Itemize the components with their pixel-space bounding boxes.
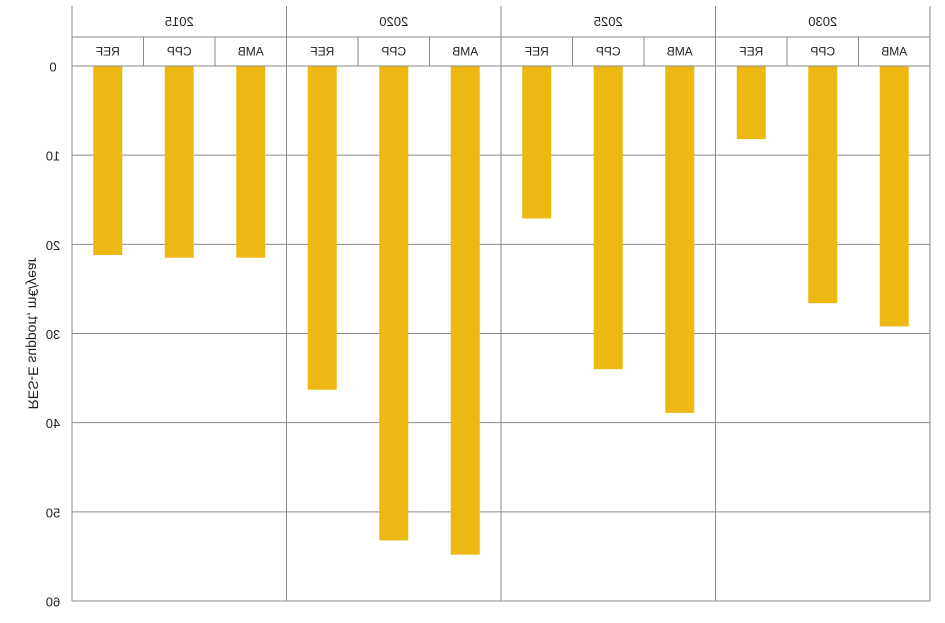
category-label: CPP xyxy=(167,45,192,59)
category-label-wrap: CPP xyxy=(596,45,621,59)
category-label: REF xyxy=(739,45,763,59)
bar-2025-REF xyxy=(522,66,552,219)
category-label-wrap: CPP xyxy=(167,45,192,59)
y-tick-label: 50 xyxy=(46,505,60,520)
y-tick-label-wrap: 40 xyxy=(46,416,60,431)
y-axis-label-wrap: RES-E support, m€/year xyxy=(25,257,41,409)
category-label: REF xyxy=(525,45,549,59)
category-label-wrap: REF xyxy=(739,45,763,59)
group-label-2015-wrap: 2015 xyxy=(165,14,194,29)
category-label-wrap: REF xyxy=(525,45,549,59)
bar-2020-AMB xyxy=(450,66,480,555)
category-label-wrap: CPP xyxy=(810,45,835,59)
bar-2030-REF xyxy=(736,66,766,140)
y-tick-label: 40 xyxy=(46,416,60,431)
category-label: REF xyxy=(96,45,120,59)
bar-2030-AMB xyxy=(879,66,909,327)
category-label-wrap: AMB xyxy=(667,45,693,59)
bar-2025-CPP xyxy=(593,66,623,370)
y-axis-label: RES-E support, m€/year xyxy=(25,257,41,409)
bar-2025-AMB xyxy=(665,66,695,413)
y-tick-label-wrap: 60 xyxy=(46,594,60,609)
group-label-2020: 2020 xyxy=(379,14,408,29)
category-label: CPP xyxy=(381,45,406,59)
y-tick-label: 60 xyxy=(46,594,60,609)
category-label-wrap: AMB xyxy=(452,45,478,59)
bar-2020-CPP xyxy=(379,66,409,541)
frame-layer xyxy=(71,6,931,601)
category-label: CPP xyxy=(596,45,621,59)
y-tick-label-wrap: 30 xyxy=(46,327,60,342)
group-label-2030: 2030 xyxy=(808,14,837,29)
category-label-wrap: CPP xyxy=(381,45,406,59)
category-label-wrap: AMB xyxy=(881,45,907,59)
group-label-2025-wrap: 2025 xyxy=(594,14,623,29)
bar-2030-CPP xyxy=(808,66,838,304)
bars-layer xyxy=(93,66,909,555)
y-tick-label: 20 xyxy=(46,238,60,253)
group-label-2020-wrap: 2020 xyxy=(379,14,408,29)
category-label-wrap: REF xyxy=(96,45,120,59)
category-label: AMB xyxy=(667,45,693,59)
category-label-wrap: AMB xyxy=(238,45,264,59)
y-tick-label: 0 xyxy=(49,59,56,74)
group-label-2030-wrap: 2030 xyxy=(808,14,837,29)
group-label-2025: 2025 xyxy=(594,14,623,29)
category-label: AMB xyxy=(881,45,907,59)
category-label: AMB xyxy=(452,45,478,59)
y-tick-label-wrap: 50 xyxy=(46,505,60,520)
bar-2015-REF xyxy=(93,66,123,256)
category-label: CPP xyxy=(810,45,835,59)
bar-2015-AMB xyxy=(236,66,266,258)
y-tick-label-wrap: 0 xyxy=(49,59,56,74)
y-tick-label-wrap: 20 xyxy=(46,238,60,253)
y-tick-label-wrap: 10 xyxy=(46,149,60,164)
bar-2020-REF xyxy=(307,66,337,390)
bar-2015-CPP xyxy=(164,66,194,258)
y-tick-label: 10 xyxy=(46,149,60,164)
y-tick-label: 30 xyxy=(46,327,60,342)
group-label-2015: 2015 xyxy=(165,14,194,29)
category-label-wrap: REF xyxy=(310,45,334,59)
category-label: AMB xyxy=(238,45,264,59)
category-label: REF xyxy=(310,45,334,59)
